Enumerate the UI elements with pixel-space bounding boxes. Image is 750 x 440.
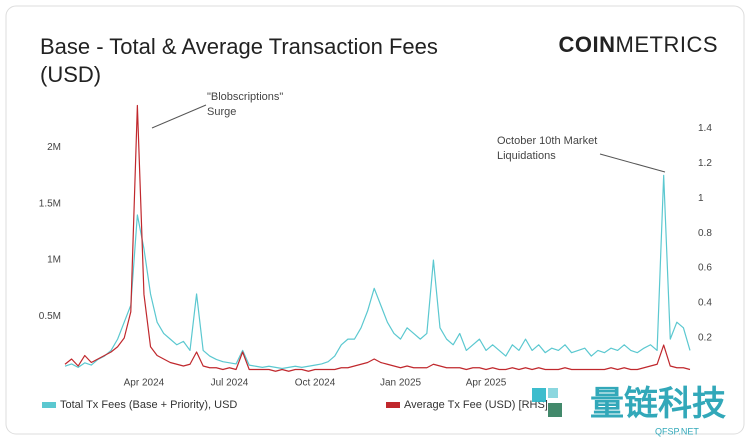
annotation: "Blobscriptions" — [207, 91, 283, 103]
x-tick-label: Jan 2025 — [380, 378, 422, 389]
logo: COINMETRICS — [559, 32, 719, 57]
chart-title: Base - Total & Average Transaction Fees — [40, 34, 438, 59]
annotation: Surge — [207, 106, 236, 118]
y2-tick-label: 0.4 — [698, 298, 712, 309]
legend-swatch — [386, 402, 400, 408]
logo-part: COIN — [559, 32, 616, 57]
y-tick-label: 1M — [47, 255, 61, 266]
x-tick-label: Apr 2024 — [124, 378, 165, 389]
data-line — [64, 104, 691, 372]
annotation-arrow — [599, 153, 666, 173]
y2-tick-label: 1 — [698, 193, 704, 204]
x-tick-label: Apr 2025 — [466, 378, 507, 389]
legend-swatch — [42, 402, 56, 408]
watermark-icon — [548, 403, 562, 417]
legend-label: Average Tx Fee (USD) [RHS] — [404, 399, 548, 411]
watermark-url: QFSP.NET — [655, 426, 699, 436]
annotation: October 10th Market — [497, 135, 597, 147]
y2-tick-label: 0.6 — [698, 263, 712, 274]
y2-tick-label: 1.2 — [698, 158, 712, 169]
y-tick-label: 0.5M — [39, 311, 61, 322]
watermark-text: 量链科技 — [590, 385, 726, 423]
annotation-arrow — [151, 104, 207, 129]
logo-part: METRICS — [616, 32, 719, 57]
legend-label: Total Tx Fees (Base + Priority), USD — [60, 399, 237, 411]
chart-title: (USD) — [40, 62, 101, 87]
y-tick-label: 1.5M — [39, 198, 61, 209]
annotation: Liquidations — [497, 150, 556, 162]
y-tick-label: 2M — [47, 142, 61, 153]
data-line — [64, 174, 691, 370]
x-tick-label: Oct 2024 — [295, 378, 336, 389]
y2-tick-label: 0.8 — [698, 228, 712, 239]
frame — [5, 5, 745, 435]
y2-tick-label: 1.4 — [698, 123, 712, 134]
watermark-icon — [532, 388, 546, 402]
x-tick-label: Jul 2024 — [211, 378, 249, 389]
watermark-icon — [548, 388, 558, 398]
y2-tick-label: 0.2 — [698, 333, 712, 344]
watermark: 量链科技 QFSP.NET — [532, 385, 726, 436]
